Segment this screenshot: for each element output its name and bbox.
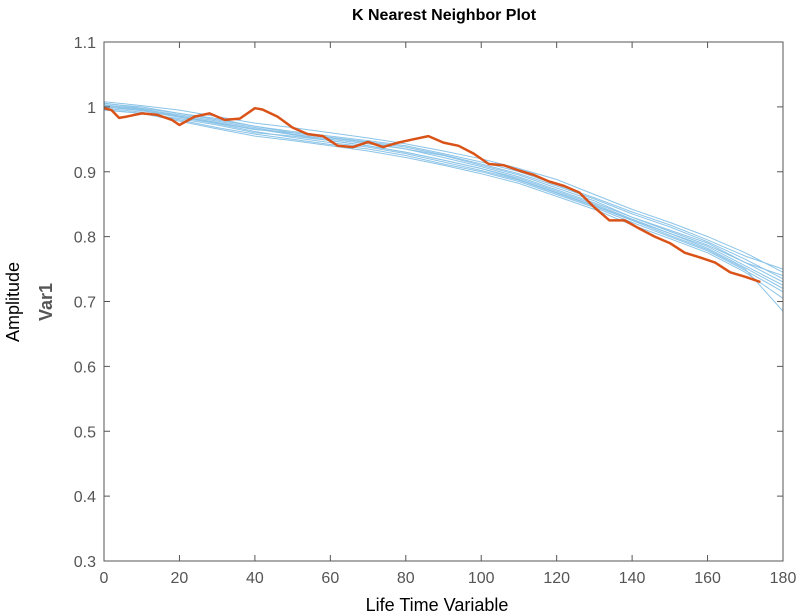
- y-axis-label: Amplitude: [3, 262, 23, 342]
- y-tick-label: 0.5: [74, 424, 96, 441]
- x-tick-label: 160: [694, 570, 721, 587]
- neighbor-series-line-1: [103, 106, 784, 277]
- x-tick-label: 120: [543, 570, 570, 587]
- chart-title: K Nearest Neighbor Plot: [352, 7, 537, 24]
- plot-area: 0 20 40 60 80 100 120 140 160 180 0.3 0.4 0.5 0.6 0.7 0…: [74, 35, 797, 587]
- ticks-group: 0 20 40 60 80 100 120 140 160 180 0.3 0.4 0.5 0.6 0.7 0…: [74, 35, 797, 587]
- y-tick-label: 0.6: [74, 359, 96, 376]
- test-series-group: [103, 106, 761, 284]
- y-tick-label: 0.3: [74, 554, 96, 571]
- y-tick-label: 1.1: [74, 35, 96, 52]
- x-tick-label: 80: [397, 570, 415, 587]
- x-tick-label: 100: [468, 570, 495, 587]
- axes-box: [103, 41, 784, 562]
- x-tick-label: 180: [770, 570, 797, 587]
- y-tick-label: 0.8: [74, 230, 96, 247]
- y-tick-label: 0.7: [74, 295, 96, 312]
- x-tick-label: 140: [619, 570, 646, 587]
- test-series-line: [103, 106, 761, 284]
- neighbor-series-line-10: [103, 106, 784, 312]
- y-tick-label: 1: [87, 100, 96, 117]
- neighbor-series-line-5: [103, 107, 784, 293]
- var1-label: Var1: [36, 283, 56, 321]
- y-tick-label: 0.9: [74, 165, 96, 182]
- y-tick-label: 0.4: [74, 489, 96, 506]
- x-tick-label: 60: [321, 570, 339, 587]
- x-tick-label: 0: [100, 570, 109, 587]
- neighbor-series-line-7: [103, 102, 784, 280]
- neighbor-series-line-4: [103, 101, 784, 273]
- neighbor-series-line-9: [103, 104, 784, 289]
- neighbor-series-line-8: [103, 109, 784, 299]
- neighbor-series-group: [103, 101, 784, 312]
- neighbor-series-line-3: [103, 109, 784, 286]
- x-axis-label: Life Time Variable: [366, 595, 509, 615]
- x-tick-label: 20: [171, 570, 189, 587]
- neighbor-series-line-2: [103, 103, 784, 270]
- x-tick-label: 40: [246, 570, 264, 587]
- neighbor-series-line-6: [103, 105, 784, 283]
